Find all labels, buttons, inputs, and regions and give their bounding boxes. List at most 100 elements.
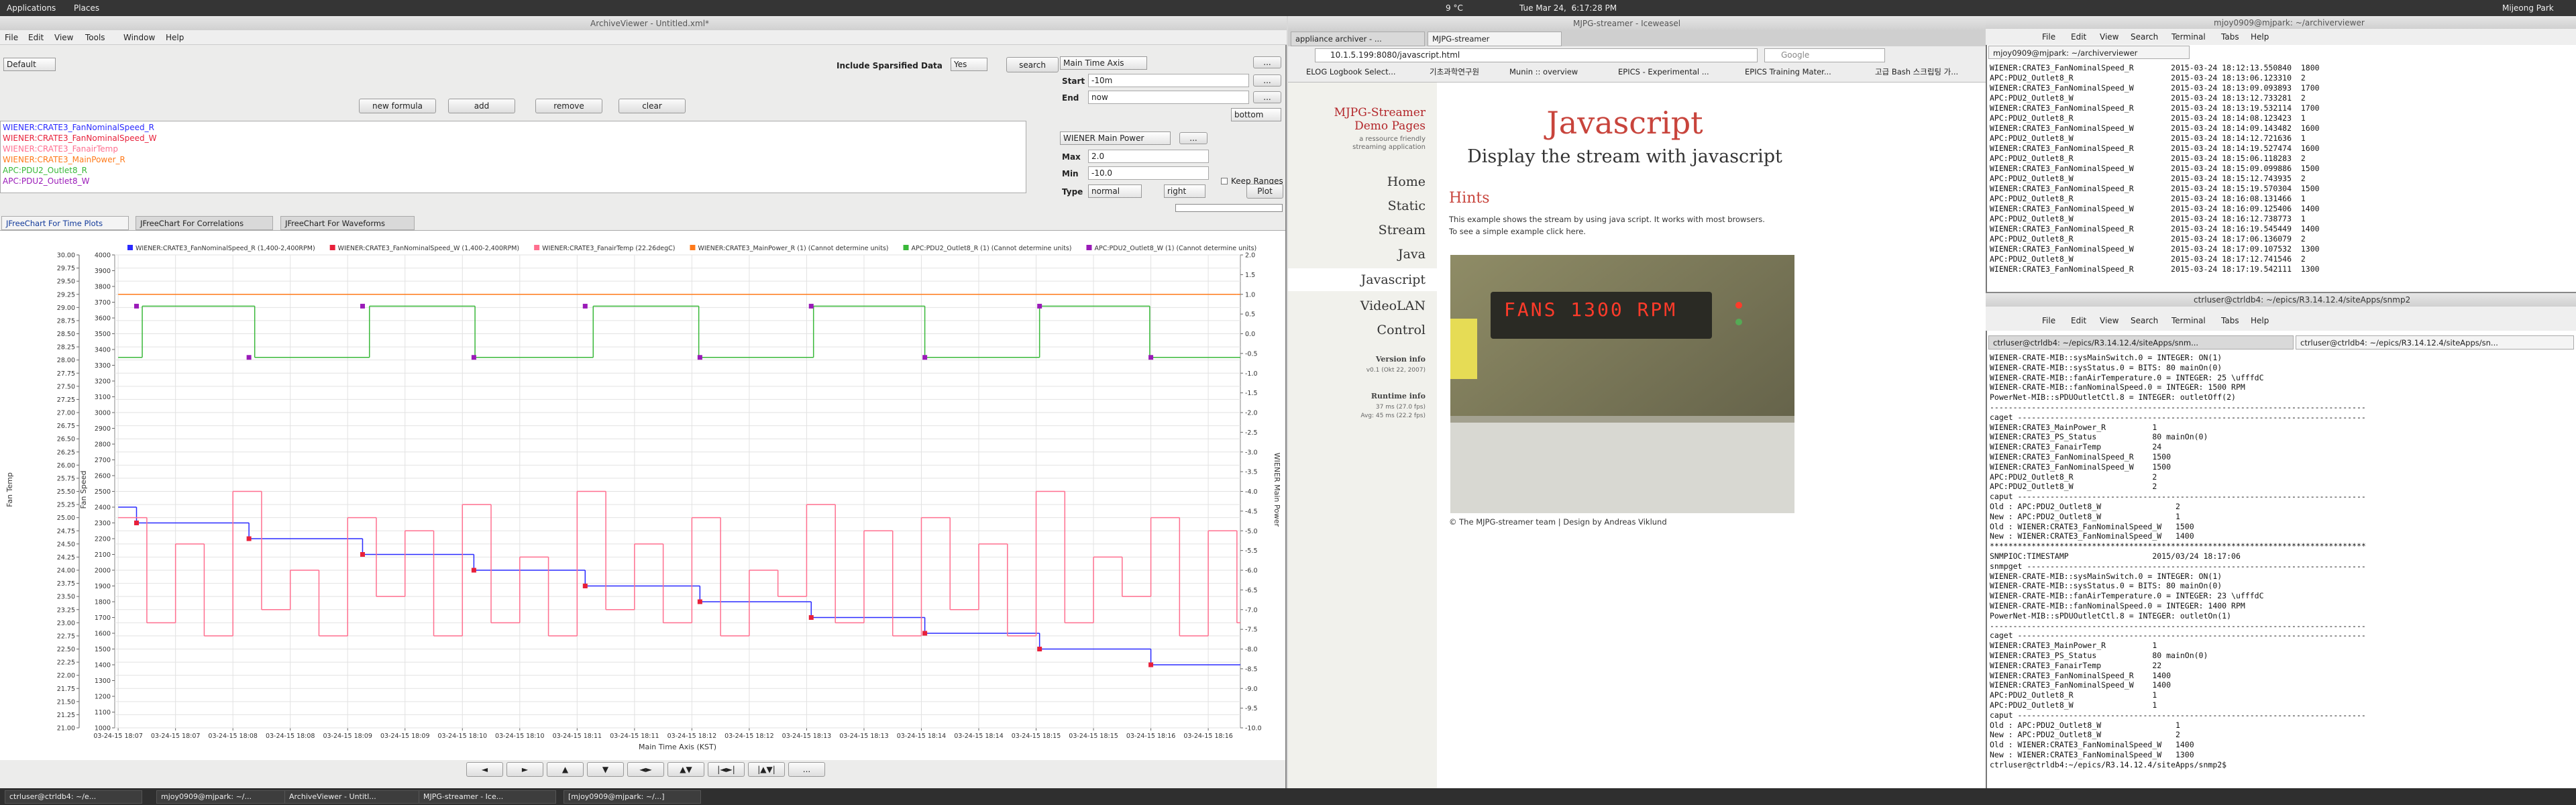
terminal-tab[interactable]: ctrluser@ctrldb4: ~/epics/R3.14.12.4/sit… bbox=[2296, 335, 2574, 350]
y-tick-label: 29.50 bbox=[57, 278, 75, 286]
panel-menu[interactable]: Applications bbox=[7, 3, 56, 13]
menu-item[interactable]: Tools bbox=[85, 33, 105, 42]
search-bar[interactable]: Google bbox=[1764, 48, 1885, 62]
terminal-line: New : WIENER:CRATE3_FanNominalSpeed_W 13… bbox=[1990, 750, 2194, 759]
menu-item[interactable]: Tabs bbox=[2221, 316, 2239, 325]
type-dropdown[interactable]: normal bbox=[1088, 184, 1142, 198]
url-bar[interactable]: 10.1.5.199:8080/javascript.html bbox=[1315, 48, 1758, 62]
window-titlebar bbox=[1288, 16, 1986, 30]
trace-name[interactable]: APC:PDU2_Outlet8_R bbox=[3, 166, 87, 175]
trace-name[interactable]: WIENER:CRATE3_FanairTemp bbox=[3, 144, 118, 154]
legend-position-dropdown[interactable]: bottom bbox=[1231, 108, 1281, 121]
nav-link[interactable]: Stream bbox=[1378, 223, 1426, 237]
menu-item[interactable]: Edit bbox=[2071, 32, 2087, 42]
plot-button[interactable]: Plot bbox=[1246, 184, 1283, 199]
checkbox[interactable] bbox=[1221, 178, 1228, 184]
bookmark[interactable]: Munin :: overview bbox=[1509, 67, 1578, 76]
taskbar-item[interactable]: mjoy0909@mjpark: ~/... bbox=[156, 790, 294, 804]
nav-button[interactable]: ... bbox=[788, 762, 825, 777]
menu-item[interactable]: Help bbox=[2251, 316, 2269, 325]
button[interactable]: clear bbox=[619, 99, 686, 113]
browser-tab[interactable]: MJPG-streamer bbox=[1428, 32, 1562, 46]
nav-button[interactable]: ◄► bbox=[627, 762, 664, 777]
bookmark[interactable]: 고급 Bash 스크립팅 가... bbox=[1875, 67, 1959, 76]
menu-item[interactable]: View bbox=[54, 33, 74, 42]
button[interactable]: add bbox=[448, 99, 515, 113]
max-field[interactable]: 2.0 bbox=[1088, 150, 1209, 163]
terminal-line: WIENER:CRATE3_MainPower_R 1 bbox=[1990, 422, 2157, 432]
nav-link[interactable]: VideoLAN bbox=[1360, 299, 1426, 313]
menu-item[interactable]: File bbox=[2042, 32, 2056, 42]
browse-button[interactable]: ... bbox=[1253, 91, 1281, 103]
nav-button[interactable]: ◄ bbox=[466, 762, 503, 777]
nav-button[interactable]: |◄►| bbox=[708, 762, 745, 777]
menu-item[interactable]: Search bbox=[2131, 316, 2159, 325]
menu-item[interactable]: Edit bbox=[2071, 316, 2087, 325]
slider[interactable] bbox=[1175, 204, 1283, 212]
sparsified-dropdown[interactable]: Yes bbox=[951, 58, 987, 71]
button[interactable]: new formula bbox=[359, 99, 436, 113]
side-dropdown[interactable]: right bbox=[1164, 184, 1205, 198]
preset-dropdown[interactable]: Default bbox=[3, 58, 56, 71]
start-field[interactable]: -10m bbox=[1088, 74, 1249, 87]
nav-button[interactable]: ▲▼ bbox=[667, 762, 704, 777]
user-name[interactable]: Mijeong Park bbox=[2502, 3, 2554, 13]
clock[interactable]: Tue Mar 24, 6:17:28 PM bbox=[1519, 3, 1617, 13]
browse-button[interactable]: ... bbox=[1253, 74, 1281, 87]
trace-name[interactable]: APC:PDU2_Outlet8_W bbox=[3, 176, 90, 186]
menu-item[interactable]: File bbox=[2042, 316, 2056, 325]
browse-button[interactable]: ... bbox=[1179, 132, 1208, 144]
menu-item[interactable]: Help bbox=[2251, 32, 2269, 42]
time-axis-dropdown[interactable]: Main Time Axis bbox=[1060, 56, 1147, 70]
menu-item[interactable]: File bbox=[5, 33, 19, 42]
taskbar-item[interactable]: MJPG-streamer - Ice... bbox=[419, 790, 556, 804]
terminal-line: ----------------------------------------… bbox=[1990, 402, 2366, 412]
trace-name[interactable]: WIENER:CRATE3_FanNominalSpeed_R bbox=[3, 123, 154, 132]
y3-tick-label: 3500 bbox=[95, 331, 111, 338]
taskbar-item[interactable]: ctrluser@ctrldb4: ~/e... bbox=[5, 790, 142, 804]
chart-tab[interactable]: JFreeChart For Time Plots bbox=[1, 216, 129, 230]
bookmark[interactable]: ELOG Logbook Select... bbox=[1306, 67, 1396, 76]
menu-item[interactable]: Window bbox=[123, 33, 156, 42]
nav-button[interactable]: ▼ bbox=[587, 762, 624, 777]
terminal-tab[interactable]: mjoy0909@mjpark: ~/archiverviewer bbox=[1988, 46, 2190, 59]
nav-link[interactable]: Javascript bbox=[1360, 272, 1426, 287]
nav-link[interactable]: Control bbox=[1377, 323, 1426, 337]
taskbar-item[interactable]: [mjoy0909@mjpark: ~/...] bbox=[564, 790, 701, 804]
nav-link[interactable]: Java bbox=[1397, 247, 1426, 262]
taskbar-item[interactable]: ArchiveViewer - Untitl... bbox=[284, 790, 422, 804]
x-tick-label: 03-24-15 18:13 bbox=[839, 733, 889, 740]
terminal-tab[interactable]: ctrluser@ctrldb4: ~/epics/R3.14.12.4/sit… bbox=[1988, 335, 2294, 350]
axis-dropdown[interactable]: WIENER Main Power bbox=[1060, 131, 1171, 145]
min-field[interactable]: -10.0 bbox=[1088, 166, 1209, 180]
chart-tab[interactable]: JFreeChart For Correlations bbox=[136, 216, 273, 230]
button[interactable]: remove bbox=[535, 99, 602, 113]
bookmark[interactable]: EPICS - Experimental ... bbox=[1618, 67, 1709, 76]
menu-item[interactable]: View bbox=[2100, 316, 2119, 325]
search-button[interactable]: search bbox=[1006, 57, 1059, 72]
nav-button[interactable]: ▲ bbox=[547, 762, 584, 777]
nav-button[interactable]: |▲▼| bbox=[748, 762, 785, 777]
menu-item[interactable]: Edit bbox=[28, 33, 44, 42]
bookmark[interactable]: EPICS Training Mater... bbox=[1745, 67, 1831, 76]
end-field[interactable]: now bbox=[1088, 91, 1249, 104]
trace-name[interactable]: WIENER:CRATE3_FanNominalSpeed_W bbox=[3, 133, 157, 143]
nav-link[interactable]: Home bbox=[1387, 174, 1426, 189]
menu-item[interactable]: Help bbox=[166, 33, 184, 42]
bookmark[interactable]: 기초과학연구원 bbox=[1430, 67, 1480, 76]
browse-button[interactable]: ... bbox=[1253, 56, 1281, 68]
menu-item[interactable]: Tabs bbox=[2221, 32, 2239, 42]
menu-item[interactable]: Search bbox=[2131, 32, 2159, 42]
y2-tick-label: -5.5 bbox=[1245, 547, 1258, 555]
trace-name[interactable]: WIENER:CRATE3_MainPower_R bbox=[3, 155, 125, 164]
terminal-line: caput ----------------------------------… bbox=[1990, 710, 2366, 720]
y3-tick-label: 1000 bbox=[95, 725, 111, 733]
menu-item[interactable]: Terminal bbox=[2171, 316, 2206, 325]
panel-menu[interactable]: Places bbox=[74, 3, 100, 13]
menu-item[interactable]: Terminal bbox=[2171, 32, 2206, 42]
chart-tab[interactable]: JFreeChart For Waveforms bbox=[280, 216, 415, 230]
menu-item[interactable]: View bbox=[2100, 32, 2119, 42]
nav-link[interactable]: Static bbox=[1387, 199, 1426, 213]
browser-tab[interactable]: appliance archiver - ... bbox=[1291, 32, 1425, 46]
nav-button[interactable]: ► bbox=[506, 762, 543, 777]
